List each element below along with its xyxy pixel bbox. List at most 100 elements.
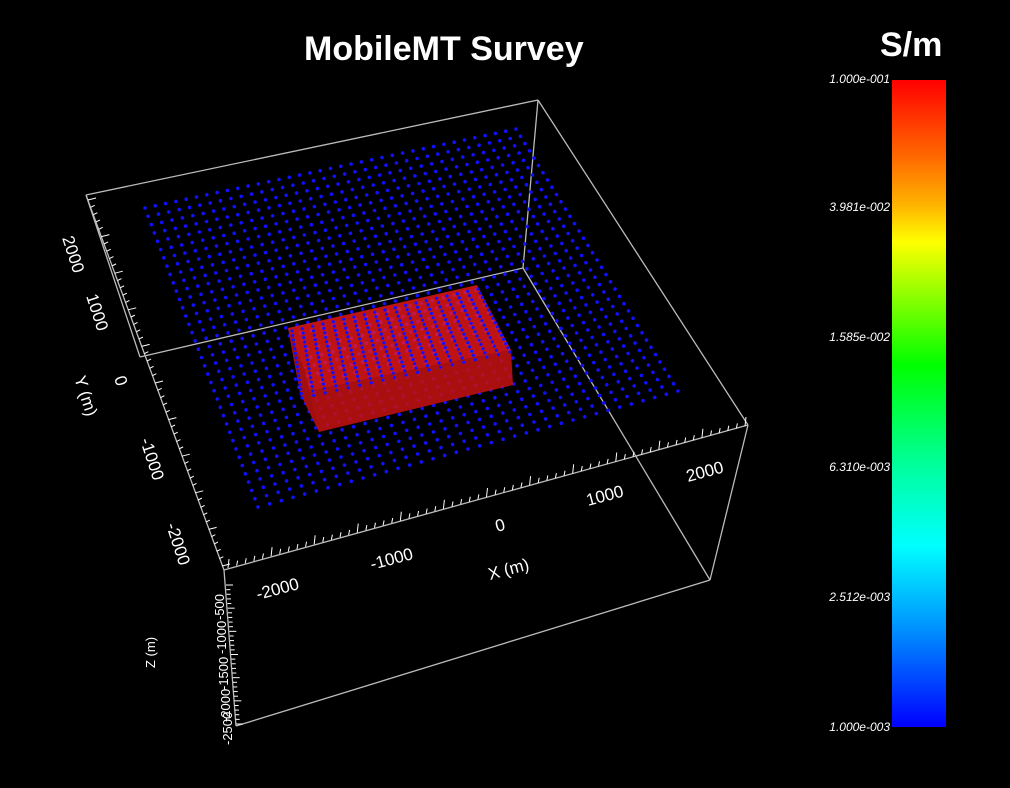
station-point	[284, 219, 289, 224]
station-point	[462, 138, 467, 142]
station-point	[320, 220, 324, 225]
station-point	[412, 216, 416, 221]
station-point	[215, 190, 219, 195]
station-point	[369, 226, 374, 231]
station-point	[196, 284, 200, 288]
tick-mark	[511, 484, 514, 490]
station-point	[249, 218, 254, 223]
station-point	[435, 411, 440, 415]
station-point	[455, 275, 459, 280]
station-point	[621, 344, 626, 348]
station-point	[339, 455, 343, 459]
station-point	[518, 134, 523, 139]
station-point	[442, 341, 446, 345]
station-point	[462, 412, 467, 417]
station-point	[353, 291, 358, 296]
station-point	[514, 338, 518, 342]
station-point	[544, 236, 549, 241]
station-point	[255, 405, 259, 409]
tick-mark	[735, 423, 738, 429]
station-point	[199, 292, 203, 297]
station-point	[362, 448, 366, 453]
station-point	[377, 365, 381, 369]
station-point	[633, 341, 637, 345]
station-point	[317, 434, 322, 438]
station-point	[575, 246, 579, 250]
station-point	[271, 383, 275, 387]
station-point	[313, 283, 318, 288]
station-point	[221, 350, 226, 354]
station-point	[607, 365, 612, 369]
station-point	[338, 350, 342, 355]
station-point	[209, 380, 213, 385]
station-point	[428, 307, 432, 311]
station-point	[334, 226, 338, 230]
station-point	[357, 468, 362, 472]
tick-mark	[87, 197, 97, 201]
station-point	[655, 377, 660, 382]
station-point	[218, 225, 223, 230]
station-point	[577, 271, 582, 275]
station-point	[471, 194, 476, 199]
station-point	[474, 436, 478, 440]
station-point	[260, 269, 264, 274]
tick-mark	[382, 520, 385, 526]
station-point	[514, 227, 518, 231]
station-point	[306, 437, 310, 441]
station-point	[219, 314, 224, 319]
station-point	[477, 143, 481, 147]
station-point	[458, 324, 462, 328]
tick-mark	[109, 256, 114, 260]
station-point	[562, 403, 567, 407]
station-point	[338, 286, 343, 290]
station-point	[521, 158, 526, 163]
station-point	[441, 227, 446, 231]
station-point	[259, 296, 264, 300]
station-point	[290, 369, 294, 373]
station-point	[364, 288, 368, 293]
station-point	[503, 187, 508, 192]
station-point	[546, 304, 550, 308]
station-point	[291, 338, 295, 342]
station-point	[439, 365, 443, 369]
station-point	[518, 277, 522, 281]
station-point	[370, 437, 374, 442]
station-point	[481, 399, 486, 403]
station-point	[348, 231, 353, 236]
tick-mark	[658, 440, 661, 450]
station-point	[266, 179, 271, 184]
station-point	[450, 363, 454, 367]
station-point	[374, 260, 379, 264]
z-tick-neg1500: -1500	[216, 657, 231, 690]
station-point	[190, 330, 194, 335]
station-point	[366, 244, 371, 249]
station-point	[535, 180, 539, 185]
tick-mark	[133, 321, 138, 325]
station-point	[323, 228, 328, 232]
station-point	[386, 317, 390, 321]
station-point	[149, 222, 154, 227]
station-point	[252, 280, 257, 284]
station-point	[324, 307, 328, 311]
station-point	[369, 465, 373, 469]
station-point	[501, 247, 506, 251]
station-point	[511, 287, 516, 292]
station-point	[226, 331, 230, 335]
station-point	[563, 334, 568, 338]
station-point	[381, 336, 385, 340]
station-point	[465, 162, 469, 167]
station-point	[309, 222, 314, 227]
station-point	[502, 337, 506, 341]
station-point	[554, 192, 559, 197]
station-point	[229, 339, 233, 344]
tick-mark	[649, 446, 652, 453]
station-point	[421, 351, 425, 355]
station-point	[393, 338, 397, 342]
station-point	[461, 197, 465, 201]
station-point	[323, 331, 327, 335]
station-point	[473, 358, 477, 362]
station-point	[345, 249, 350, 254]
station-point	[295, 270, 300, 274]
station-point	[575, 288, 579, 293]
station-point	[384, 163, 388, 167]
